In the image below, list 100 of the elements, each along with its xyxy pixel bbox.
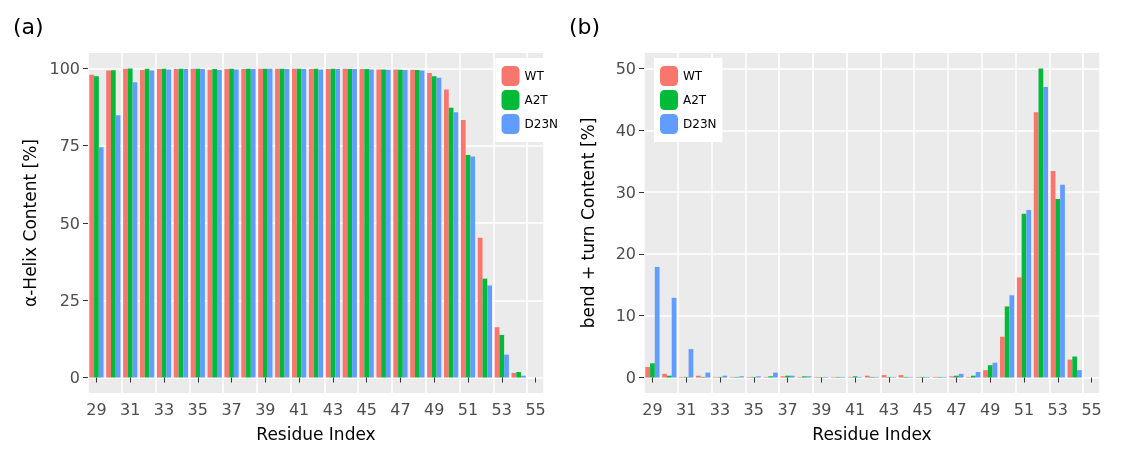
bar <box>773 372 778 378</box>
x-tick-label: 35 <box>743 399 764 419</box>
y-axis-title: bend + turn Content [%] <box>577 117 598 329</box>
x-tick-label: 43 <box>322 399 344 419</box>
bar <box>460 120 466 378</box>
bar <box>381 69 386 378</box>
x-tick-label: 49 <box>424 399 445 419</box>
bar <box>233 69 239 378</box>
bar <box>335 69 340 378</box>
x-tick-label: 51 <box>1013 399 1035 419</box>
bar <box>217 70 222 378</box>
bar <box>516 371 522 378</box>
x-tick-label: 37 <box>221 399 242 419</box>
y-tick-label: 0 <box>69 368 80 388</box>
bar <box>123 68 128 378</box>
bar <box>1026 210 1032 378</box>
bar <box>393 69 399 378</box>
bar <box>246 68 251 378</box>
bar <box>94 76 99 378</box>
bar <box>301 69 307 378</box>
y-tick-label: 25 <box>59 290 80 310</box>
bar <box>402 70 408 378</box>
x-tick-label: 45 <box>912 399 933 419</box>
bar <box>453 112 459 378</box>
bar <box>650 363 655 378</box>
bar <box>292 68 297 378</box>
x-tick-label: 41 <box>288 399 310 419</box>
bar <box>376 69 382 378</box>
y-tick-label: 40 <box>615 120 636 140</box>
bar <box>431 76 437 378</box>
x-tick-label: 53 <box>491 399 512 419</box>
bar <box>385 69 391 378</box>
x-tick-label: 37 <box>777 399 798 419</box>
x-tick-label: 55 <box>1081 399 1102 419</box>
bar <box>958 373 964 378</box>
bar <box>1072 356 1078 378</box>
legend-label: A2T <box>524 93 549 107</box>
bar <box>149 70 155 378</box>
bar <box>89 74 95 378</box>
bar <box>987 365 993 378</box>
x-tick-label: 41 <box>844 399 866 419</box>
legend-label: WT <box>524 69 545 83</box>
bar <box>487 285 492 378</box>
x-tick-label: 35 <box>187 399 208 419</box>
bar <box>241 69 247 378</box>
y-tick-label: 75 <box>59 136 80 156</box>
x-tick-label: 31 <box>676 399 697 419</box>
bar <box>224 69 230 378</box>
bar <box>110 70 116 378</box>
bar <box>325 69 331 378</box>
chart-title: (a) <box>13 13 44 39</box>
legend-label: WT <box>683 69 703 83</box>
bar <box>645 367 651 378</box>
bar <box>195 68 201 378</box>
bar <box>504 354 509 378</box>
bar <box>229 68 234 378</box>
bar <box>975 371 981 378</box>
x-tick-label: 39 <box>255 399 276 419</box>
bar <box>262 68 268 378</box>
legend-label: A2T <box>683 93 707 107</box>
bar <box>427 73 432 378</box>
bar <box>499 334 505 378</box>
bar <box>477 237 483 378</box>
bar <box>173 69 179 378</box>
bar <box>470 156 476 378</box>
bar <box>1033 112 1039 378</box>
bar <box>183 69 188 378</box>
bar <box>1000 336 1005 378</box>
bar <box>98 147 104 378</box>
bar <box>983 370 988 378</box>
x-tick-label: 47 <box>390 399 411 419</box>
bar <box>364 69 370 378</box>
bar <box>881 375 887 378</box>
bar <box>279 68 285 378</box>
x-tick-label: 29 <box>642 399 663 419</box>
x-axis-title: Residue Index <box>812 423 932 444</box>
x-tick-label: 49 <box>980 399 1001 419</box>
x-tick-label: 47 <box>946 399 967 419</box>
bar <box>1016 277 1022 378</box>
bar <box>352 69 357 378</box>
bar <box>106 70 111 378</box>
bar <box>1009 295 1015 378</box>
bar <box>654 266 660 378</box>
bar <box>212 69 218 378</box>
bar <box>166 69 172 378</box>
bar <box>898 375 904 378</box>
bar <box>1055 198 1061 378</box>
bar <box>511 372 517 378</box>
x-tick-label: 33 <box>153 399 175 419</box>
y-tick-label: 0 <box>625 368 636 388</box>
x-tick-label: 39 <box>811 399 832 419</box>
chart-title: (b) <box>569 13 601 39</box>
x-tick-label: 53 <box>1047 399 1068 419</box>
y-tick-label: 30 <box>615 182 636 202</box>
bar <box>250 69 256 378</box>
bar <box>275 68 280 378</box>
bar <box>414 70 420 378</box>
bar <box>127 68 133 378</box>
bar <box>398 69 403 378</box>
bar <box>140 70 145 378</box>
